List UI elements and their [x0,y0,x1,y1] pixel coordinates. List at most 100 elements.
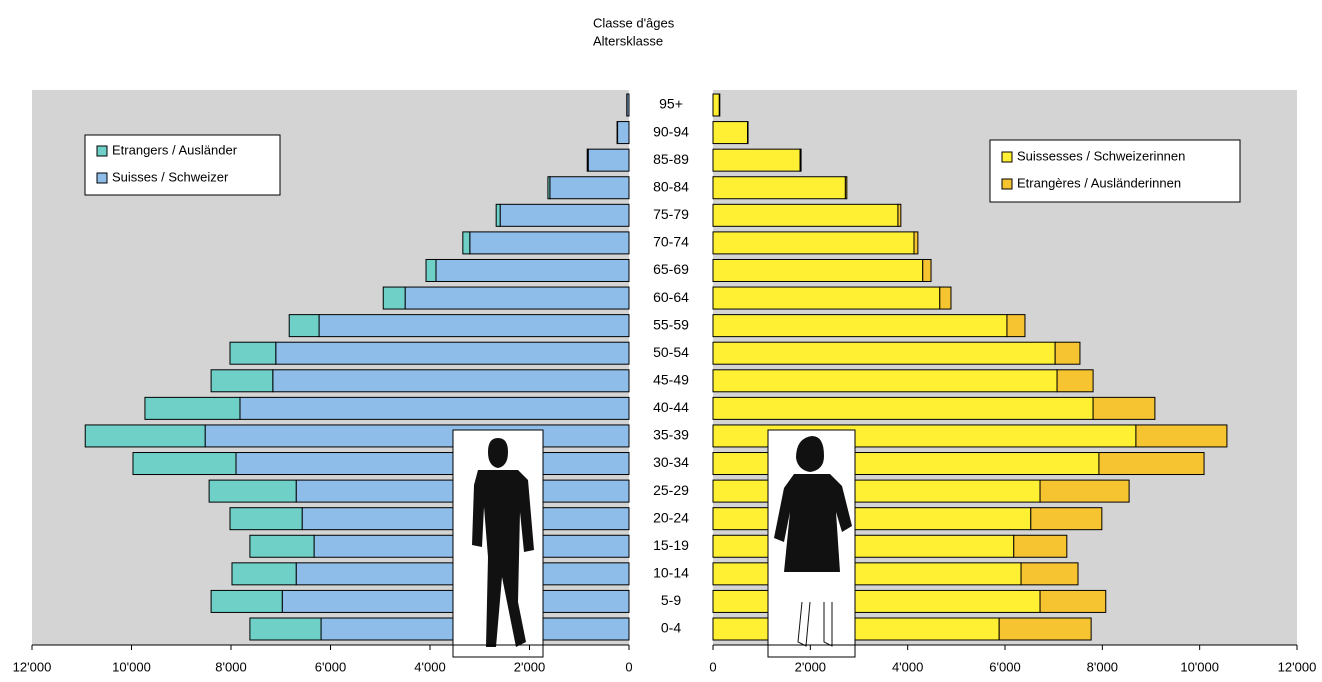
bar [617,121,630,145]
silhouette-man [452,429,544,658]
category-label: 5-9 [661,592,681,608]
legend-label: Etrangers / Ausländer [112,142,238,157]
x-tick-label: 0 [709,659,716,674]
bar [712,176,846,200]
category-label: 65-69 [653,261,689,277]
bar [1030,507,1103,531]
bar [275,341,630,365]
legend-right [989,139,1241,203]
bar [549,176,630,200]
x-tick-label: 6'000 [315,659,346,674]
bar [235,452,630,476]
x-tick-label: 2'000 [514,659,545,674]
bar [712,369,1058,393]
bar [208,479,297,503]
bar [229,507,303,531]
bar [239,396,630,420]
bar [1006,314,1026,338]
chart-title: Classe d'âges [593,15,675,30]
category-label: 70-74 [653,234,689,250]
x-tick-label: 0 [625,659,632,674]
bar [712,479,1041,503]
bar [425,258,437,282]
bar [1056,369,1094,393]
x-tick-label: 4'000 [892,659,923,674]
legend-swatch [1001,178,1013,190]
category-label: 20-24 [653,509,689,525]
bar [1039,589,1107,613]
bar [231,562,297,586]
x-tick-label: 8'000 [1087,659,1118,674]
bar [435,258,630,282]
bar [249,534,315,558]
bar [712,507,1032,531]
category-label: 15-19 [653,537,689,553]
category-label: 55-59 [653,316,689,332]
bar [249,617,322,641]
silhouette-woman [767,429,856,658]
bar [712,121,749,145]
bar [1020,562,1079,586]
bar [939,286,952,310]
x-tick-label: 10'000 [1180,659,1219,674]
bar [712,617,1000,641]
x-tick-label: 10'000 [112,659,151,674]
bar [712,562,1022,586]
x-tick-label: 12'000 [1278,659,1317,674]
bar [712,589,1041,613]
bar [1092,396,1156,420]
bar [229,341,277,365]
bar [712,258,924,282]
category-label: 40-44 [653,399,689,415]
bar [799,148,802,172]
bar [1098,452,1205,476]
bar [1054,341,1081,365]
bar [404,286,630,310]
category-label: 75-79 [653,206,689,222]
bar [144,396,241,420]
legend-label: Etrangères / Ausländerinnen [1017,175,1181,190]
bar [844,176,848,200]
category-label: 85-89 [653,151,689,167]
bar [84,424,206,448]
bar [712,534,1015,558]
x-tick-label: 4'000 [414,659,445,674]
bar [547,176,551,200]
bar [469,231,630,255]
bar [272,369,630,393]
bar [1135,424,1228,448]
x-tick-label: 8'000 [215,659,246,674]
bar [495,203,501,227]
silhouette-legs [797,601,833,647]
category-label: 25-29 [653,482,689,498]
category-label: 35-39 [653,427,689,443]
legend-swatch [96,172,108,184]
bar [712,314,1008,338]
bar [712,203,899,227]
bar [462,231,471,255]
bar [204,424,630,448]
bar [210,589,283,613]
x-tick-label: 2'000 [795,659,826,674]
bar [712,341,1056,365]
bar [318,314,630,338]
bar [132,452,237,476]
legend-swatch [96,145,108,157]
bar [499,203,630,227]
bar [998,617,1092,641]
silhouette-man-shape [472,438,534,647]
bar [913,231,919,255]
bar [712,231,915,255]
legend-label: Suisses / Schweizer [112,169,229,184]
bar [712,148,801,172]
category-label: 45-49 [653,371,689,387]
bar [586,148,589,172]
bar [210,369,274,393]
bar [1039,479,1130,503]
bar [382,286,406,310]
legend-left [84,134,281,196]
category-label: 95+ [659,96,683,112]
bar [712,286,941,310]
category-label: 0-4 [661,620,681,636]
